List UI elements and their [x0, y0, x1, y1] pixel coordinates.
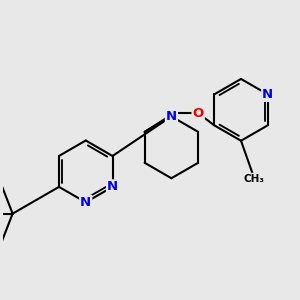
Text: O: O — [193, 106, 204, 120]
Text: N: N — [166, 110, 177, 123]
Text: CH₃: CH₃ — [244, 174, 265, 184]
Text: N: N — [80, 196, 91, 209]
Text: N: N — [107, 180, 118, 194]
Text: N: N — [262, 88, 273, 101]
